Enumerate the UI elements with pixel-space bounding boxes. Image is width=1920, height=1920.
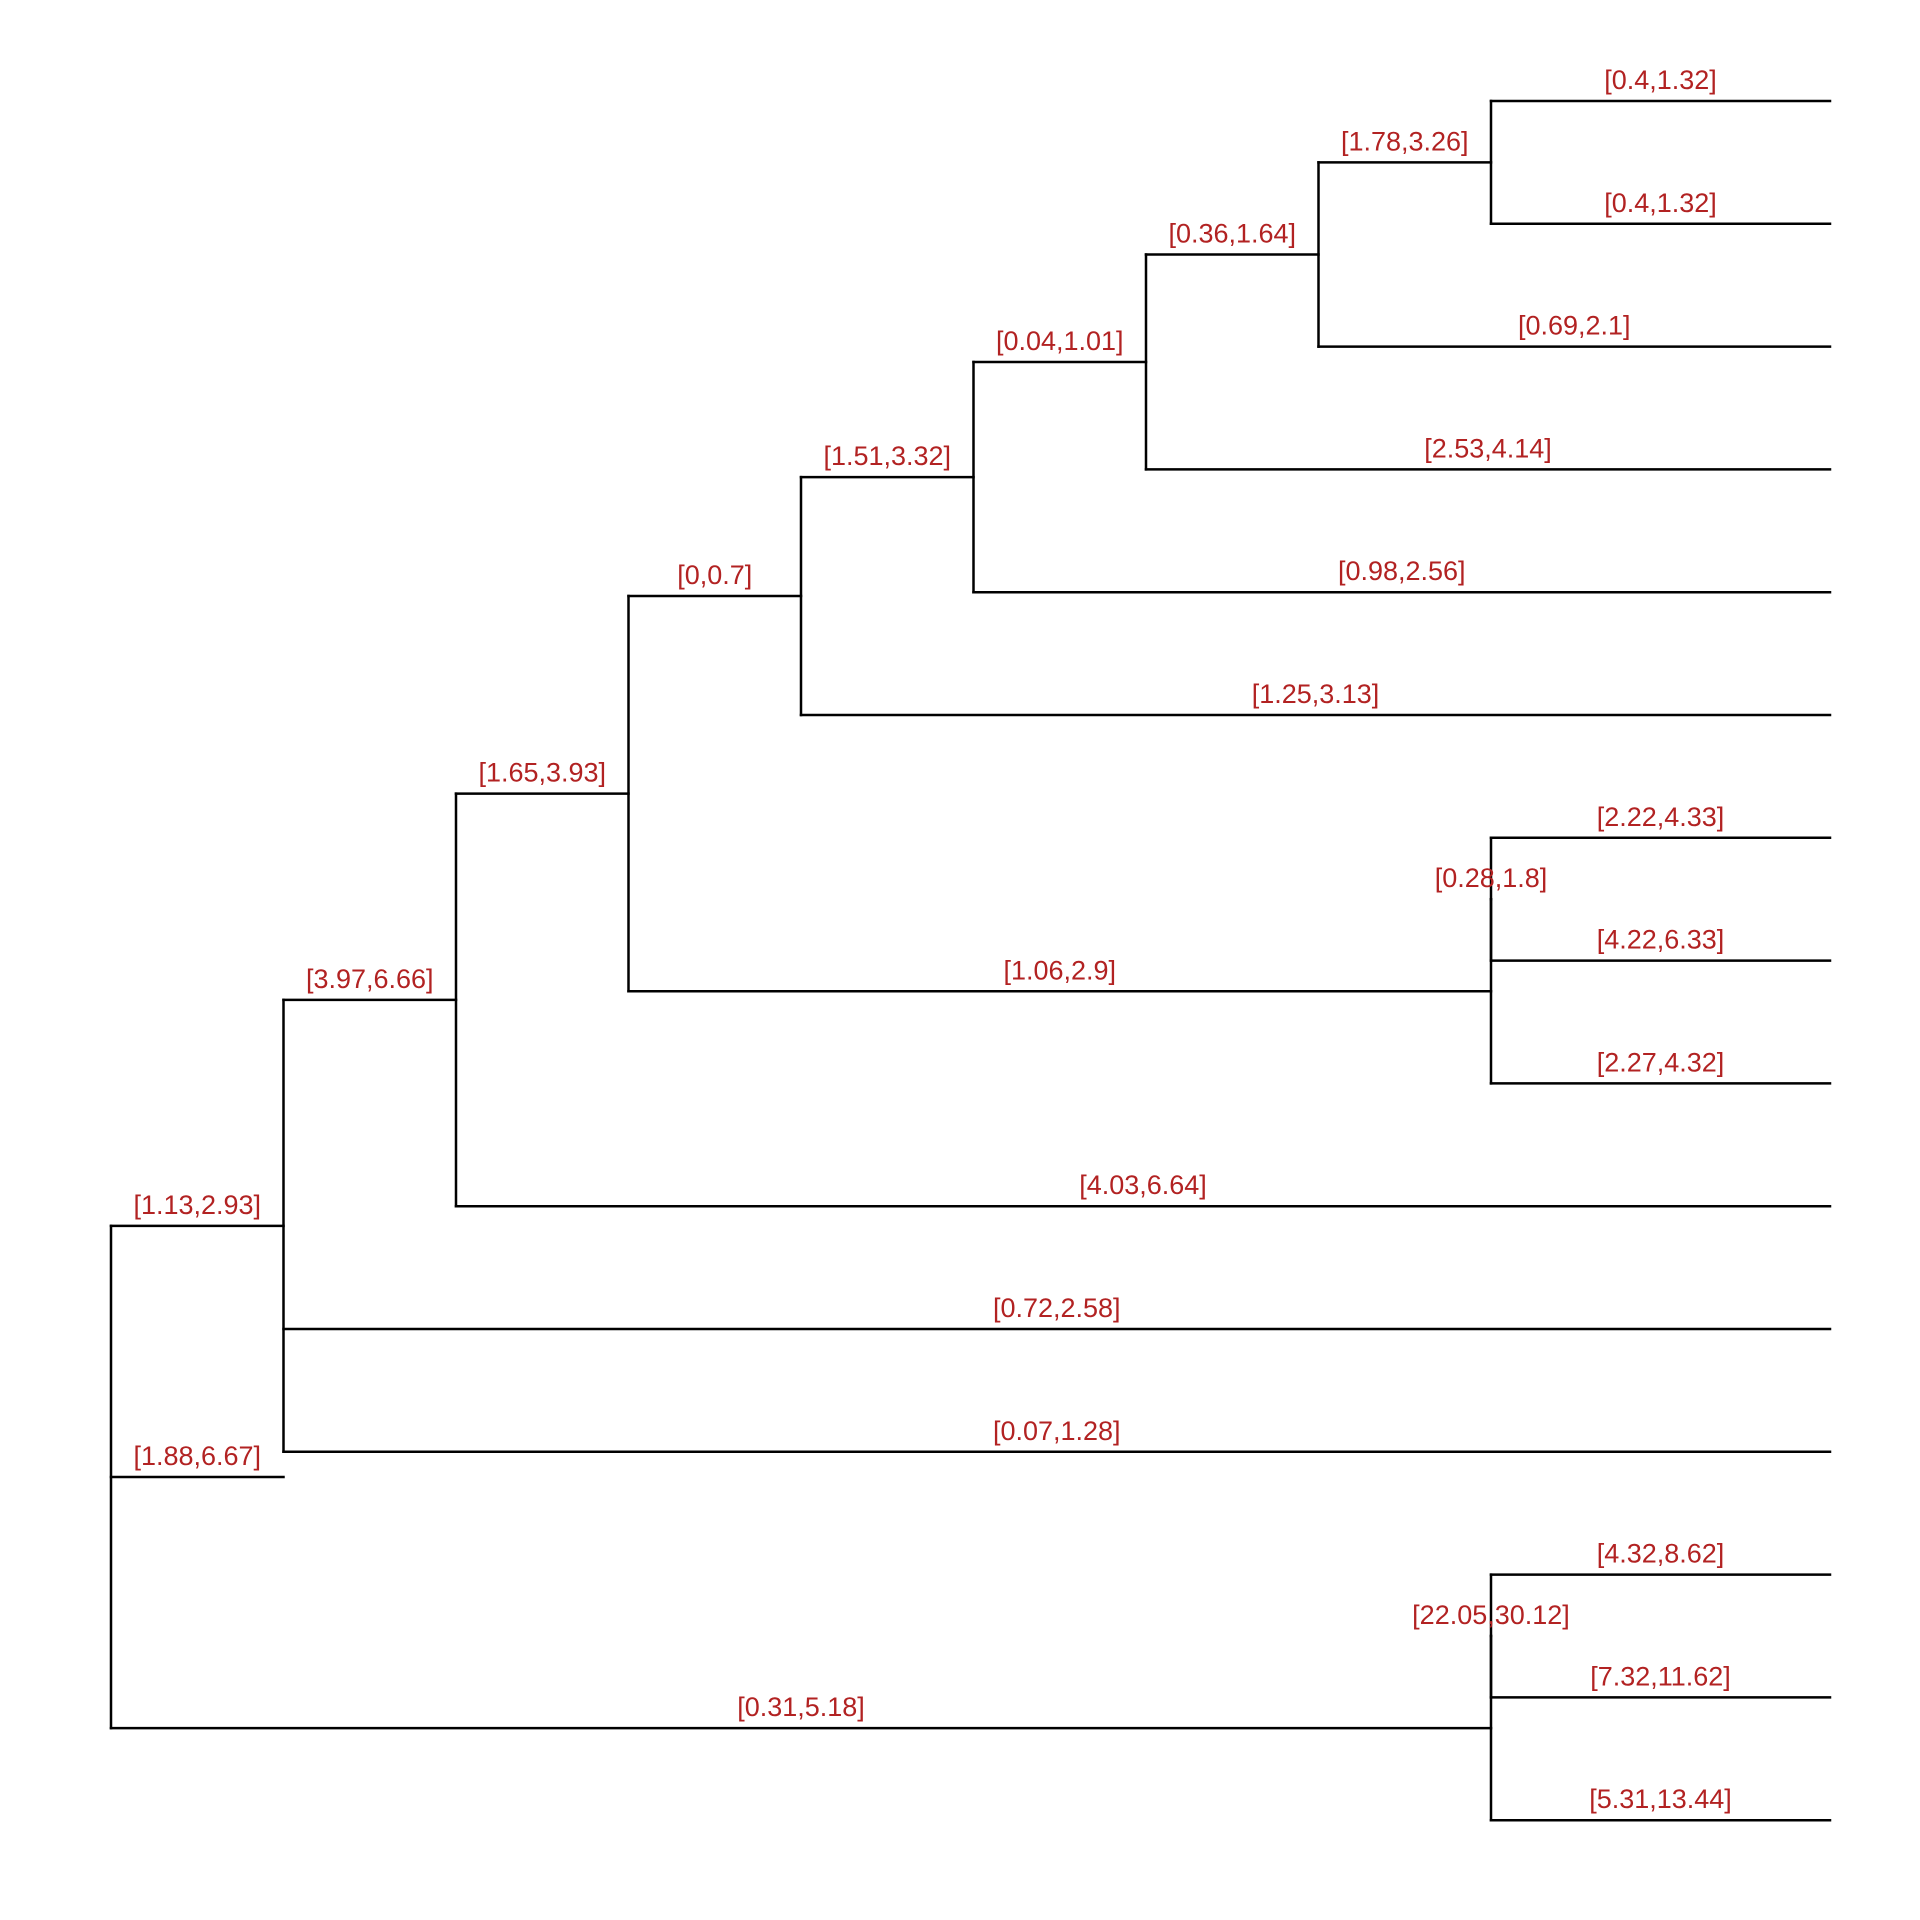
branch-label-L8: [4.22,6.33] bbox=[1597, 925, 1725, 955]
branch-label-n7: [0.04,1.01] bbox=[996, 326, 1124, 356]
branch-label-L4: [2.53,4.14] bbox=[1424, 433, 1552, 463]
branch-label-L11: [0.72,2.58] bbox=[993, 1293, 1121, 1323]
branch-labels: [1.88,6.67] [1.13,2.93] [3.97,6.66] [1.65,3… bbox=[133, 65, 1731, 1814]
branch-label-n11: [0.28,1.8] bbox=[1435, 863, 1548, 893]
branch-label-L9: [2.27,4.32] bbox=[1597, 1047, 1725, 1077]
branch-label-L12: [0.07,1.28] bbox=[993, 1416, 1121, 1446]
branch-label-n9: [1.78,3.26] bbox=[1341, 126, 1469, 156]
branch-label-L5: [0.98,2.56] bbox=[1338, 556, 1466, 586]
branch-label-L2: [0.4,1.32] bbox=[1604, 188, 1717, 218]
branch-label-L13: [4.32,8.62] bbox=[1597, 1539, 1725, 1569]
branch-label-n13: [22.05,30.12] bbox=[1412, 1600, 1570, 1630]
branch-label-n3: [3.97,6.66] bbox=[306, 964, 434, 994]
branch-label-L15: [5.31,13.44] bbox=[1589, 1784, 1732, 1814]
branch-label-n4: [1.65,3.93] bbox=[478, 758, 606, 788]
branch-label-n12: [0.31,5.18] bbox=[737, 1692, 865, 1722]
branch-label-L14: [7.32,11.62] bbox=[1590, 1661, 1731, 1691]
branch-label-L6: [1.25,3.13] bbox=[1252, 679, 1380, 709]
branch-label-n5: [0,0.7] bbox=[677, 560, 752, 590]
branch-label-n2: [1.13,2.93] bbox=[133, 1190, 261, 1220]
branch-label-n6: [1.51,3.32] bbox=[823, 441, 951, 471]
tree-branches bbox=[109, 99, 1832, 1822]
branch-label-L3: [0.69,2.1] bbox=[1518, 311, 1631, 341]
branch-label-n10: [1.06,2.9] bbox=[1003, 955, 1116, 985]
branch-label-L1: [0.4,1.32] bbox=[1604, 65, 1717, 95]
branch-label-n8: [0.36,1.64] bbox=[1168, 219, 1296, 249]
branch-label-L7: [2.22,4.33] bbox=[1597, 802, 1725, 832]
branch-label-root: [1.88,6.67] bbox=[133, 1441, 261, 1471]
branch-label-L10: [4.03,6.64] bbox=[1079, 1170, 1207, 1200]
